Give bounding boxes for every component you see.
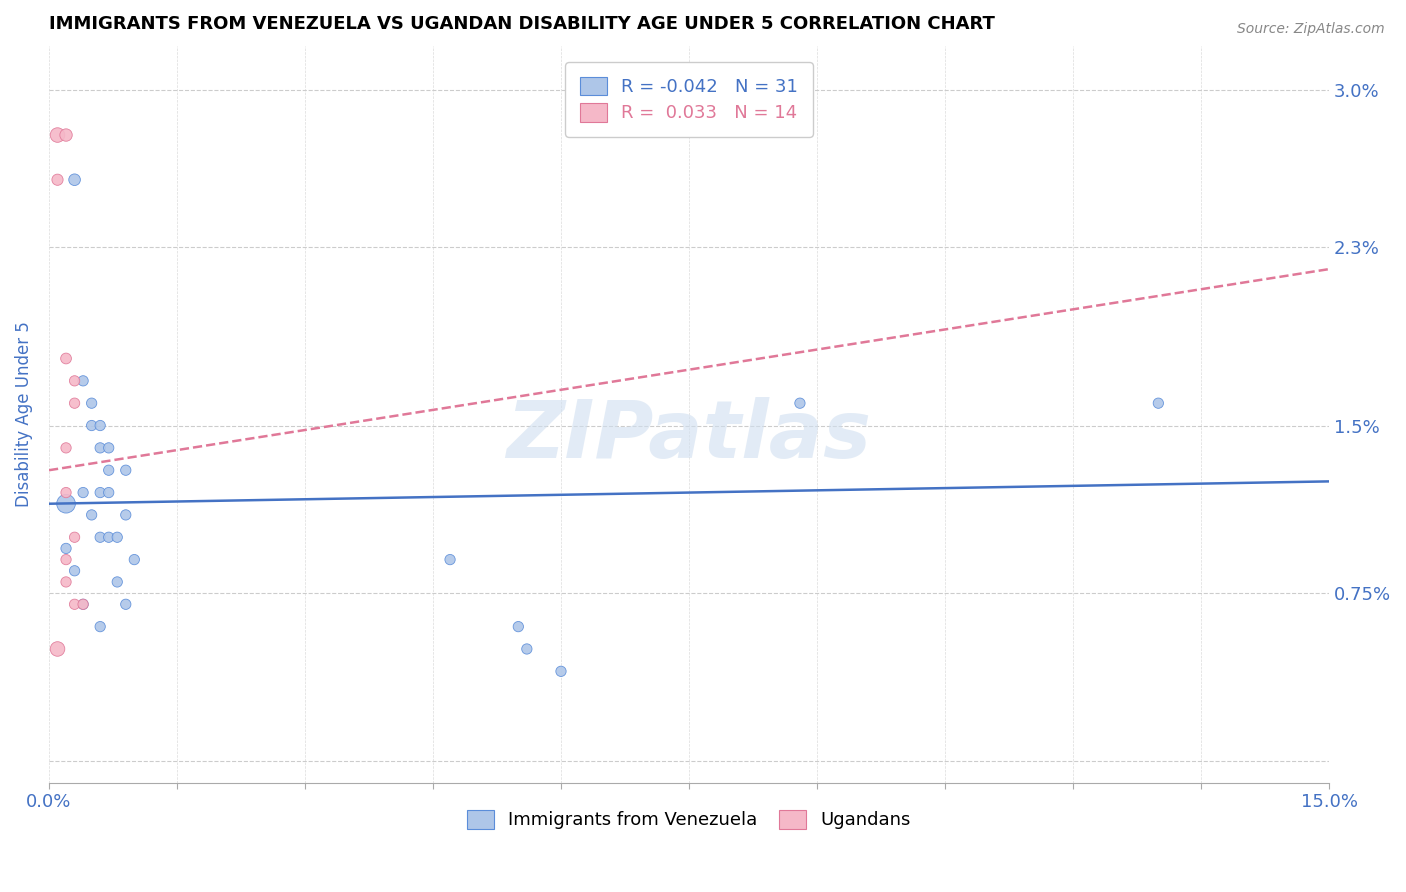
Point bbox=[72, 485, 94, 500]
Point bbox=[63, 597, 86, 611]
Point bbox=[63, 564, 86, 578]
Point bbox=[72, 597, 94, 611]
Point bbox=[89, 441, 111, 455]
Point bbox=[55, 351, 77, 366]
Legend: Immigrants from Venezuela, Ugandans: Immigrants from Venezuela, Ugandans bbox=[460, 803, 918, 837]
Point bbox=[789, 396, 811, 410]
Point bbox=[114, 597, 136, 611]
Point bbox=[46, 128, 69, 142]
Text: IMMIGRANTS FROM VENEZUELA VS UGANDAN DISABILITY AGE UNDER 5 CORRELATION CHART: IMMIGRANTS FROM VENEZUELA VS UGANDAN DIS… bbox=[49, 15, 995, 33]
Point bbox=[46, 642, 69, 657]
Point bbox=[105, 574, 128, 589]
Point bbox=[1147, 396, 1170, 410]
Point bbox=[89, 530, 111, 544]
Y-axis label: Disability Age Under 5: Disability Age Under 5 bbox=[15, 321, 32, 508]
Point bbox=[97, 463, 120, 477]
Point bbox=[97, 441, 120, 455]
Point bbox=[80, 508, 103, 522]
Point bbox=[63, 374, 86, 388]
Point bbox=[97, 485, 120, 500]
Point bbox=[55, 552, 77, 566]
Point bbox=[516, 642, 538, 657]
Point bbox=[80, 418, 103, 433]
Point bbox=[72, 597, 94, 611]
Point bbox=[55, 541, 77, 556]
Point bbox=[55, 574, 77, 589]
Point bbox=[97, 530, 120, 544]
Text: ZIPatlas: ZIPatlas bbox=[506, 398, 872, 475]
Point bbox=[80, 396, 103, 410]
Point bbox=[439, 552, 461, 566]
Point bbox=[55, 441, 77, 455]
Point bbox=[63, 530, 86, 544]
Point bbox=[124, 552, 146, 566]
Point bbox=[55, 497, 77, 511]
Point bbox=[114, 463, 136, 477]
Point bbox=[114, 508, 136, 522]
Point bbox=[72, 374, 94, 388]
Point bbox=[89, 485, 111, 500]
Point bbox=[63, 396, 86, 410]
Point bbox=[46, 172, 69, 186]
Point bbox=[63, 172, 86, 186]
Point bbox=[89, 418, 111, 433]
Point bbox=[55, 485, 77, 500]
Text: Source: ZipAtlas.com: Source: ZipAtlas.com bbox=[1237, 22, 1385, 37]
Point bbox=[55, 128, 77, 142]
Point bbox=[89, 620, 111, 634]
Point bbox=[508, 620, 530, 634]
Point bbox=[105, 530, 128, 544]
Point bbox=[550, 665, 572, 679]
